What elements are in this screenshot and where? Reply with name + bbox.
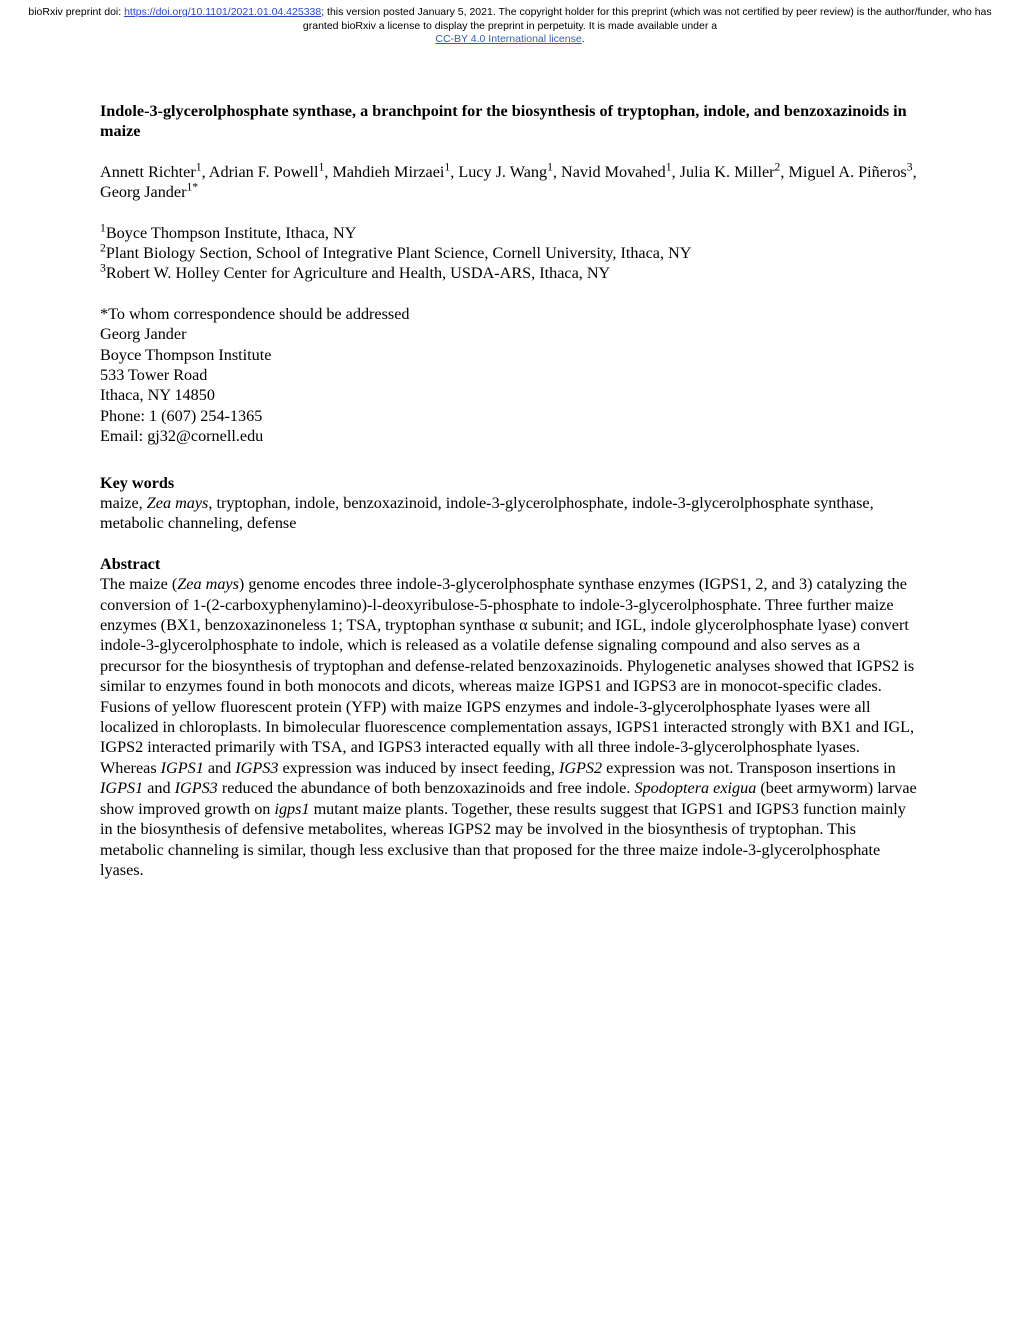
affiliation: 2Plant Biology Section, School of Integr… [100,243,918,263]
affil-sup: 1 [444,160,450,173]
banner-after-doi: ; this version posted January 5, 2021. T… [303,6,992,32]
author: Lucy J. Wang [458,163,547,181]
affil-sup: 3 [907,160,913,173]
affil-sup: 1* [186,181,198,194]
affiliation: 1Boyce Thompson Institute, Ithaca, NY [100,223,918,243]
correspondence-line: 533 Tower Road [100,365,918,385]
affil-sup: 1 [666,160,672,173]
author: Navid Movahed [561,163,666,181]
affil-sup: 1 [319,160,325,173]
correspondence-line: Georg Jander [100,324,918,344]
correspondence-line: Boyce Thompson Institute [100,345,918,365]
preprint-banner: bioRxiv preprint doi: https://doi.org/10… [0,0,1020,51]
affiliation: 3Robert W. Holley Center for Agriculture… [100,263,918,283]
banner-period: . [582,33,585,45]
keywords-text: maize, Zea mays, tryptophan, indole, ben… [100,493,918,534]
author-list: Annett Richter1, Adrian F. Powell1, Mahd… [100,162,918,203]
abstract-block: Abstract The maize (Zea mays) genome enc… [100,554,918,881]
keywords-block: Key words maize, Zea mays, tryptophan, i… [100,473,918,534]
author: Julia K. Miller [680,163,775,181]
author: Miguel A. Piñeros [788,163,906,181]
affil-sup: 2 [775,160,781,173]
author: Adrian F. Powell [209,163,319,181]
abstract-heading: Abstract [100,554,918,574]
correspondence-line: *To whom correspondence should be addres… [100,304,918,324]
abstract-text: The maize (Zea mays) genome encodes thre… [100,574,918,880]
paper-title: Indole-3-glycerolphosphate synthase, a b… [100,101,918,142]
affil-sup: 1 [196,160,202,173]
author: Annett Richter [100,163,196,181]
banner-prefix: bioRxiv preprint doi: [28,6,124,18]
affil-sup: 1 [547,160,553,173]
affiliations: 1Boyce Thompson Institute, Ithaca, NY 2P… [100,223,918,284]
doi-link[interactable]: https://doi.org/10.1101/2021.01.04.42533… [124,6,321,18]
correspondence-line: Phone: 1 (607) 254-1365 [100,406,918,426]
paper-content: Indole-3-glycerolphosphate synthase, a b… [0,51,1020,880]
author: Georg Jander [100,183,186,201]
correspondence-line: Ithaca, NY 14850 [100,385,918,405]
correspondence-line: Email: gj32@cornell.edu [100,426,918,446]
license-link[interactable]: CC-BY 4.0 International license [435,33,581,45]
keywords-heading: Key words [100,473,918,493]
correspondence-block: *To whom correspondence should be addres… [100,304,918,447]
author: Mahdieh Mirzaei [332,163,444,181]
